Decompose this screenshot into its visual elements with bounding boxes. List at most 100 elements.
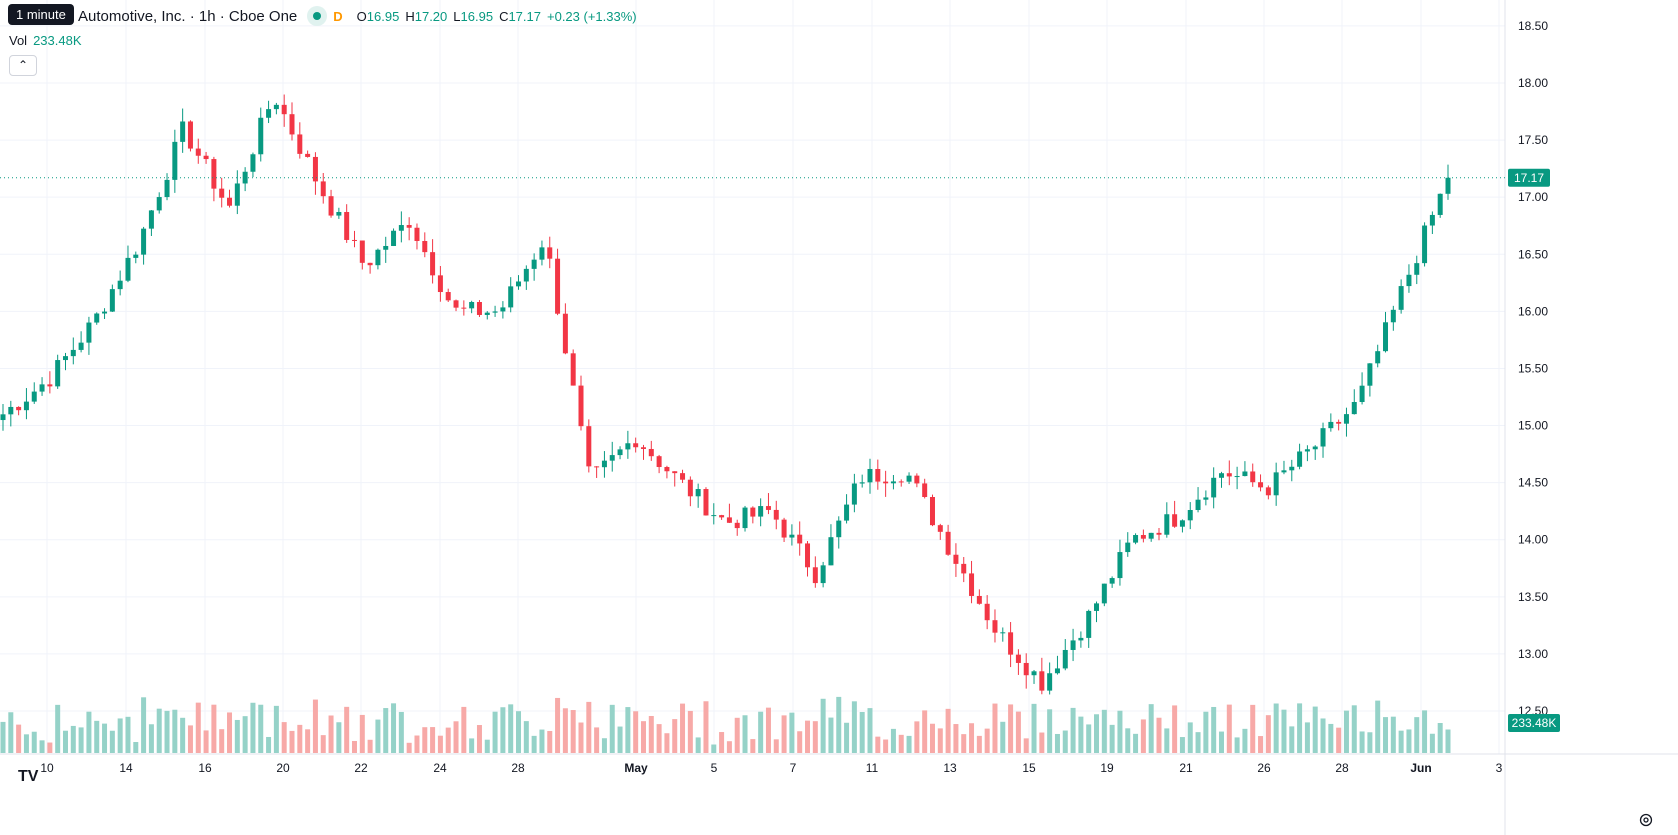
candle-body — [890, 481, 896, 484]
volume-bar — [0, 721, 6, 753]
candle-body — [406, 225, 412, 228]
candle-body — [711, 515, 717, 517]
candle-body — [867, 468, 873, 483]
volume-bar — [781, 715, 787, 753]
candle-body — [312, 156, 318, 182]
volume-bar — [250, 702, 256, 753]
candle-body — [625, 443, 631, 450]
candle-body — [47, 384, 53, 387]
volume-bar — [359, 714, 365, 753]
candle-body — [1054, 668, 1060, 674]
volume-bar — [1328, 723, 1334, 753]
volume-bar — [1156, 717, 1162, 753]
volume-bar — [914, 721, 920, 753]
volume-bar — [266, 736, 272, 753]
x-tick-label: 10 — [40, 761, 54, 775]
volume-bar — [867, 708, 873, 753]
volume-bar — [180, 717, 186, 753]
last-price-badge[interactable] — [1508, 168, 1550, 187]
candle-body — [1242, 471, 1248, 477]
x-tick-label: 24 — [433, 761, 447, 775]
candle-body — [1094, 603, 1100, 611]
y-tick-label: 14.00 — [1518, 533, 1548, 547]
candle-body — [1164, 514, 1170, 535]
candle-body — [55, 360, 61, 387]
candle-body — [805, 543, 811, 568]
candle-body — [344, 211, 350, 240]
candle-body — [586, 426, 592, 467]
volume-bar — [1281, 709, 1287, 753]
volume-bar — [1250, 704, 1256, 753]
candle-body — [23, 401, 29, 411]
x-tick-label: 5 — [711, 761, 718, 775]
candle-body — [1179, 520, 1185, 527]
candle-body — [1078, 637, 1084, 641]
volume-bar — [539, 729, 545, 753]
y-tick-label: 14.50 — [1518, 476, 1548, 490]
data-flag[interactable]: D — [333, 8, 343, 24]
candle-body — [1297, 451, 1303, 467]
candle-body — [1218, 473, 1224, 478]
volume-bar — [664, 733, 670, 753]
volume-bar — [711, 744, 717, 753]
candle-body — [1390, 309, 1396, 323]
x-tick-label: 3 — [1496, 761, 1503, 775]
volume-bar — [1148, 704, 1154, 753]
y-tick-label: 15.50 — [1518, 361, 1548, 375]
candle-body — [117, 280, 123, 290]
volume-bar — [1078, 716, 1084, 753]
symbol-title[interactable]: Automotive, Inc. · 1h · Cboe One — [78, 7, 298, 25]
volume-bar — [1086, 724, 1092, 753]
candle-body — [1273, 472, 1279, 496]
candle-body — [601, 460, 607, 468]
volume-bar — [898, 734, 904, 753]
candle-body — [187, 121, 193, 149]
volume-bar — [836, 696, 842, 753]
volume-bar — [758, 711, 764, 753]
volume-bar — [859, 711, 865, 753]
volume-bar — [906, 735, 912, 753]
x-tick-label: Jun — [1410, 761, 1431, 775]
collapse-legend-button[interactable]: ⌃ — [9, 55, 37, 76]
volume-bar — [469, 738, 475, 753]
volume-bar — [617, 726, 623, 753]
volume-bar — [437, 735, 443, 753]
volume-bar — [1359, 731, 1365, 753]
volume-bar — [516, 711, 522, 753]
candle-body — [1289, 466, 1295, 471]
market-status-icon[interactable] — [307, 6, 328, 26]
candle-body — [1398, 286, 1404, 310]
volume-bar — [62, 730, 68, 753]
volume-bar — [148, 724, 154, 753]
settings-gear-icon[interactable] — [1638, 812, 1654, 828]
volume-bar — [633, 711, 639, 753]
volume-bar — [1375, 700, 1381, 753]
volume-bar — [695, 737, 701, 753]
volume-bar — [16, 724, 22, 753]
candle-body — [734, 522, 740, 529]
volume-bar — [328, 715, 334, 753]
volume-bar — [1351, 705, 1357, 753]
candle-body — [547, 247, 553, 259]
volume-bar — [726, 741, 732, 753]
volume-bar — [1429, 733, 1435, 753]
candle-body — [969, 573, 975, 596]
candle-body — [70, 349, 76, 357]
candle-body — [461, 307, 467, 309]
volume-badge[interactable] — [1508, 714, 1560, 732]
y-tick-label: 15.00 — [1518, 419, 1548, 433]
volume-bar — [461, 706, 467, 753]
candle-body — [516, 281, 522, 287]
volume-bar — [203, 730, 209, 753]
candle-body — [859, 482, 865, 484]
volume-bar — [594, 727, 600, 753]
volume-bar — [1343, 710, 1349, 753]
candle-body — [273, 104, 279, 110]
candle-body — [164, 179, 170, 198]
volume-bar — [1406, 729, 1412, 753]
tradingview-logo-icon[interactable]: TV — [18, 768, 39, 785]
candle-body — [906, 475, 912, 482]
volume-bar — [234, 719, 240, 753]
volume-bar — [508, 704, 514, 753]
